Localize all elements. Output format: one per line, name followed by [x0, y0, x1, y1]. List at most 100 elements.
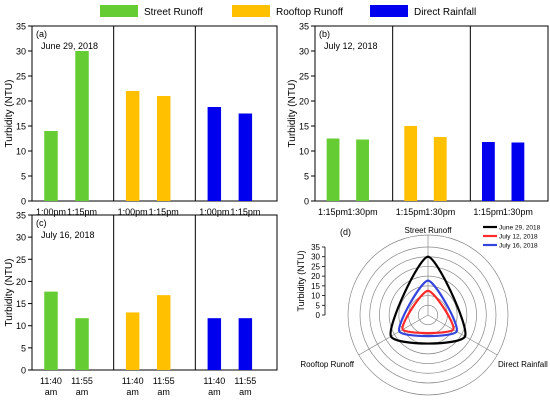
- bar-panel: 0 5 10 15 20 25 30 35 Turbidity (NTU) (a) June 29,…: [4, 22, 278, 217]
- bar: [44, 131, 58, 201]
- y-tick-label: 15: [16, 122, 26, 132]
- plot-frame: [314, 25, 549, 202]
- x-tick-label: 11:55: [234, 376, 256, 386]
- legend-item: Rooftop Runoff: [232, 5, 343, 18]
- radar-panel: Street Runoff Direct Rainfall Rooftop Runo…: [296, 225, 548, 396]
- bar: [156, 295, 171, 370]
- radar-scale-label: 15: [311, 282, 320, 291]
- x-tick-label: am: [239, 387, 252, 397]
- y-tick-label: 0: [21, 197, 26, 207]
- x-tick-label: 1:00pm: [199, 207, 229, 217]
- panel-date: July 16, 2018: [41, 230, 95, 240]
- y-axis-label: Turbidity (NTU): [4, 80, 15, 148]
- legend-label: Street Runoff: [144, 7, 203, 18]
- bar: [433, 137, 447, 201]
- y-tick-label: 0: [304, 197, 309, 207]
- y-tick-label: 35: [299, 22, 309, 32]
- y-tick-label: 30: [16, 47, 26, 57]
- x-tick-label: 1:30pm: [348, 207, 378, 217]
- bar: [326, 138, 340, 201]
- bar-panel: 0 5 10 15 20 25 30 35 Turbidity (NTU) (b) July 12,…: [287, 22, 549, 217]
- x-tick-label: 1:15pm: [149, 207, 179, 217]
- y-tick-label: 30: [16, 233, 26, 243]
- radar-scale-label: 35: [311, 243, 320, 252]
- legend-label: Direct Rainfall: [414, 7, 476, 18]
- bar: [75, 51, 89, 201]
- y-tick-label: 5: [21, 172, 26, 182]
- x-tick-label: 1:15pm: [318, 207, 348, 217]
- bar: [404, 126, 418, 201]
- x-tick-label: 1:15pm: [396, 207, 426, 217]
- radar-spoke: [358, 314, 429, 356]
- panel-label: (d): [340, 227, 351, 237]
- radar-spoke: [427, 314, 498, 356]
- x-tick-label: am: [157, 387, 170, 397]
- radar-axis-label: Direct Rainfall: [498, 360, 548, 369]
- x-tick-label: 11:40: [122, 376, 144, 386]
- radar-y-axis-label: Turbidity (NTU): [296, 250, 306, 311]
- radar-scale-label: 25: [311, 262, 320, 271]
- radar-legend-label: July 12, 2018: [499, 234, 538, 241]
- x-tick-label: 11:40: [203, 376, 225, 386]
- x-tick-label: 11:55: [153, 376, 175, 386]
- radar-scale-label: 30: [311, 253, 320, 262]
- x-tick-label: 1:30pm: [425, 207, 455, 217]
- x-tick-label: 1:15pm: [473, 207, 503, 217]
- y-tick-label: 15: [299, 122, 309, 132]
- y-tick-label: 25: [16, 72, 26, 82]
- x-tick-label: am: [45, 387, 58, 397]
- panel-label: (b): [319, 29, 330, 39]
- bar: [238, 318, 253, 370]
- x-tick-label: 1:00pm: [36, 207, 66, 217]
- radar-series-line: [398, 279, 458, 338]
- y-tick-label: 35: [16, 211, 26, 221]
- x-tick-label: 11:40: [40, 376, 62, 386]
- bar: [44, 291, 58, 370]
- x-tick-label: 1:30pm: [503, 207, 533, 217]
- bar: [75, 318, 89, 370]
- radar-legend-label: July 16, 2018: [499, 243, 538, 250]
- y-axis-label: Turbidity (NTU): [4, 259, 15, 327]
- y-tick-label: 25: [299, 72, 309, 82]
- y-tick-label: 20: [16, 277, 26, 287]
- y-tick-label: 20: [16, 97, 26, 107]
- bar: [156, 96, 171, 201]
- panel-date: July 12, 2018: [324, 41, 378, 51]
- legend-swatch: [370, 5, 408, 17]
- bar: [125, 91, 140, 201]
- x-tick-label: am: [76, 387, 89, 397]
- bar: [238, 113, 253, 201]
- legend-swatch: [232, 5, 270, 17]
- bar: [207, 107, 222, 201]
- panel-date: June 29, 2018: [41, 41, 98, 51]
- radar-axis-label: Rooftop Runoff: [300, 360, 354, 369]
- panel-label: (a): [36, 29, 47, 39]
- bar: [207, 318, 222, 370]
- radar-legend: June 29, 2018 July 12, 2018 July 16, 2018: [483, 225, 541, 250]
- x-tick-label: 1:00pm: [118, 207, 148, 217]
- y-tick-label: 5: [21, 343, 26, 353]
- bar: [356, 139, 369, 201]
- y-tick-label: 30: [299, 47, 309, 57]
- y-tick-label: 25: [16, 255, 26, 265]
- y-tick-label: 10: [16, 147, 26, 157]
- radar-scale-label: 10: [311, 292, 320, 301]
- plot-frame: [31, 214, 278, 371]
- y-tick-label: 10: [299, 147, 309, 157]
- y-tick-label: 35: [16, 22, 26, 32]
- y-axis-label: Turbidity (NTU): [287, 80, 298, 148]
- plot-frame: [31, 25, 278, 202]
- y-tick-label: 10: [16, 321, 26, 331]
- y-tick-label: 15: [16, 299, 26, 309]
- x-tick-label: 1:15pm: [230, 207, 260, 217]
- radar-series-line: [389, 255, 467, 345]
- radar-scale-label: 0: [316, 311, 321, 320]
- y-tick-label: 0: [21, 366, 26, 376]
- radar-scale-label: 5: [316, 301, 321, 310]
- bar: [481, 142, 495, 201]
- x-tick-label: am: [208, 387, 221, 397]
- x-tick-label: 11:55: [71, 376, 93, 386]
- y-tick-label: 20: [299, 97, 309, 107]
- bar: [125, 312, 140, 370]
- legend-item: Street Runoff: [100, 5, 203, 18]
